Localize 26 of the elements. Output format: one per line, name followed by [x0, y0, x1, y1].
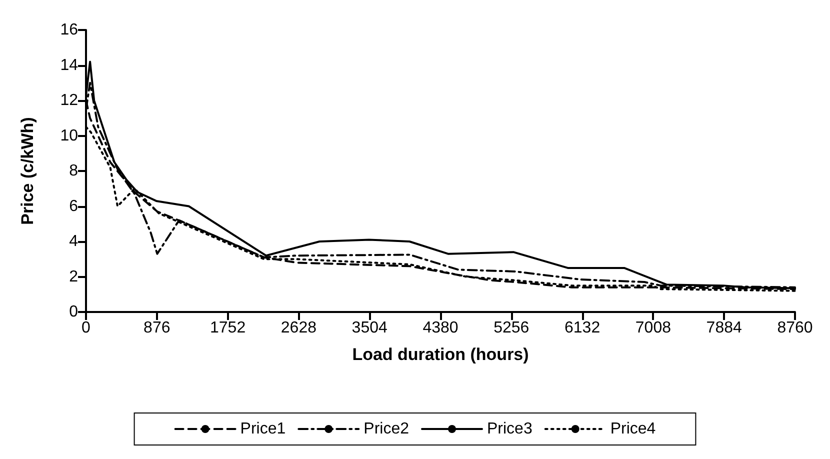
x-tick-label: 7008: [635, 320, 672, 336]
y-tick-label: 0: [69, 304, 78, 320]
legend-label: Price4: [610, 420, 656, 438]
x-tick-label: 0: [82, 320, 91, 336]
x-tick-label: 876: [144, 320, 170, 336]
y-tick-label: 8: [69, 162, 78, 180]
x-tick-label: 3504: [352, 320, 388, 336]
x-axis-title: Load duration (hours): [352, 345, 529, 364]
legend-label: Price1: [240, 420, 286, 438]
y-tick-label: 12: [60, 92, 78, 109]
y-axis-title: Price (c/kWh): [18, 117, 37, 225]
legend-label: Price2: [364, 420, 410, 438]
x-tick-label: 4380: [422, 320, 458, 336]
y-tick-label: 16: [60, 22, 78, 38]
x-tick-label: 6132: [564, 320, 600, 336]
x-tick-label: 5256: [494, 320, 530, 336]
y-tick-label: 6: [69, 198, 78, 215]
y-tick-label: 2: [69, 268, 78, 286]
y-tick-label: 10: [60, 127, 78, 144]
y-tick-label: 14: [60, 56, 78, 74]
y-tick-label: 4: [69, 233, 78, 250]
x-tick-label: 2628: [280, 320, 317, 336]
x-tick-label: 7884: [706, 320, 742, 336]
x-tick-label: 8760: [777, 320, 813, 336]
x-tick-label: 1752: [210, 320, 246, 336]
legend-label: Price3: [487, 420, 532, 438]
